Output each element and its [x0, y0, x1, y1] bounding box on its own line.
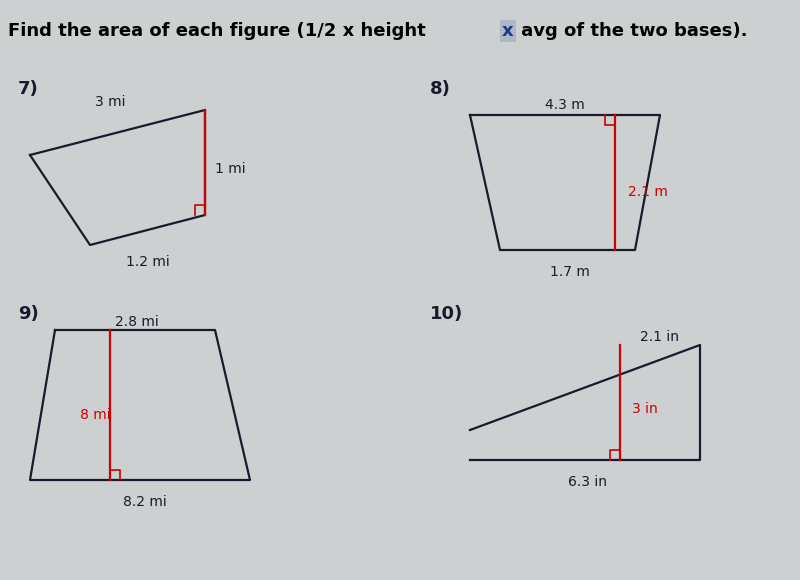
Text: 6.3 in: 6.3 in — [569, 475, 607, 489]
Text: 9): 9) — [18, 305, 38, 323]
Text: Find the area of each figure (1/2 x height: Find the area of each figure (1/2 x heig… — [8, 22, 432, 40]
Text: 3 in: 3 in — [632, 402, 658, 416]
Text: 1.7 m: 1.7 m — [550, 265, 590, 279]
Text: x: x — [502, 22, 514, 40]
Text: 2.8 mi: 2.8 mi — [115, 315, 159, 329]
Text: 2.1 m: 2.1 m — [628, 185, 668, 199]
Text: 10): 10) — [430, 305, 463, 323]
Text: 1.2 mi: 1.2 mi — [126, 255, 170, 269]
Text: 8 mi: 8 mi — [80, 408, 110, 422]
Text: 8): 8) — [430, 80, 451, 98]
Text: 7): 7) — [18, 80, 38, 98]
Text: 4.3 m: 4.3 m — [545, 98, 585, 112]
Text: avg of the two bases).: avg of the two bases). — [515, 22, 747, 40]
Text: 3 mi: 3 mi — [94, 95, 126, 109]
Text: 8.2 mi: 8.2 mi — [123, 495, 167, 509]
Text: 1 mi: 1 mi — [215, 162, 246, 176]
Text: 2.1 in: 2.1 in — [641, 330, 679, 344]
